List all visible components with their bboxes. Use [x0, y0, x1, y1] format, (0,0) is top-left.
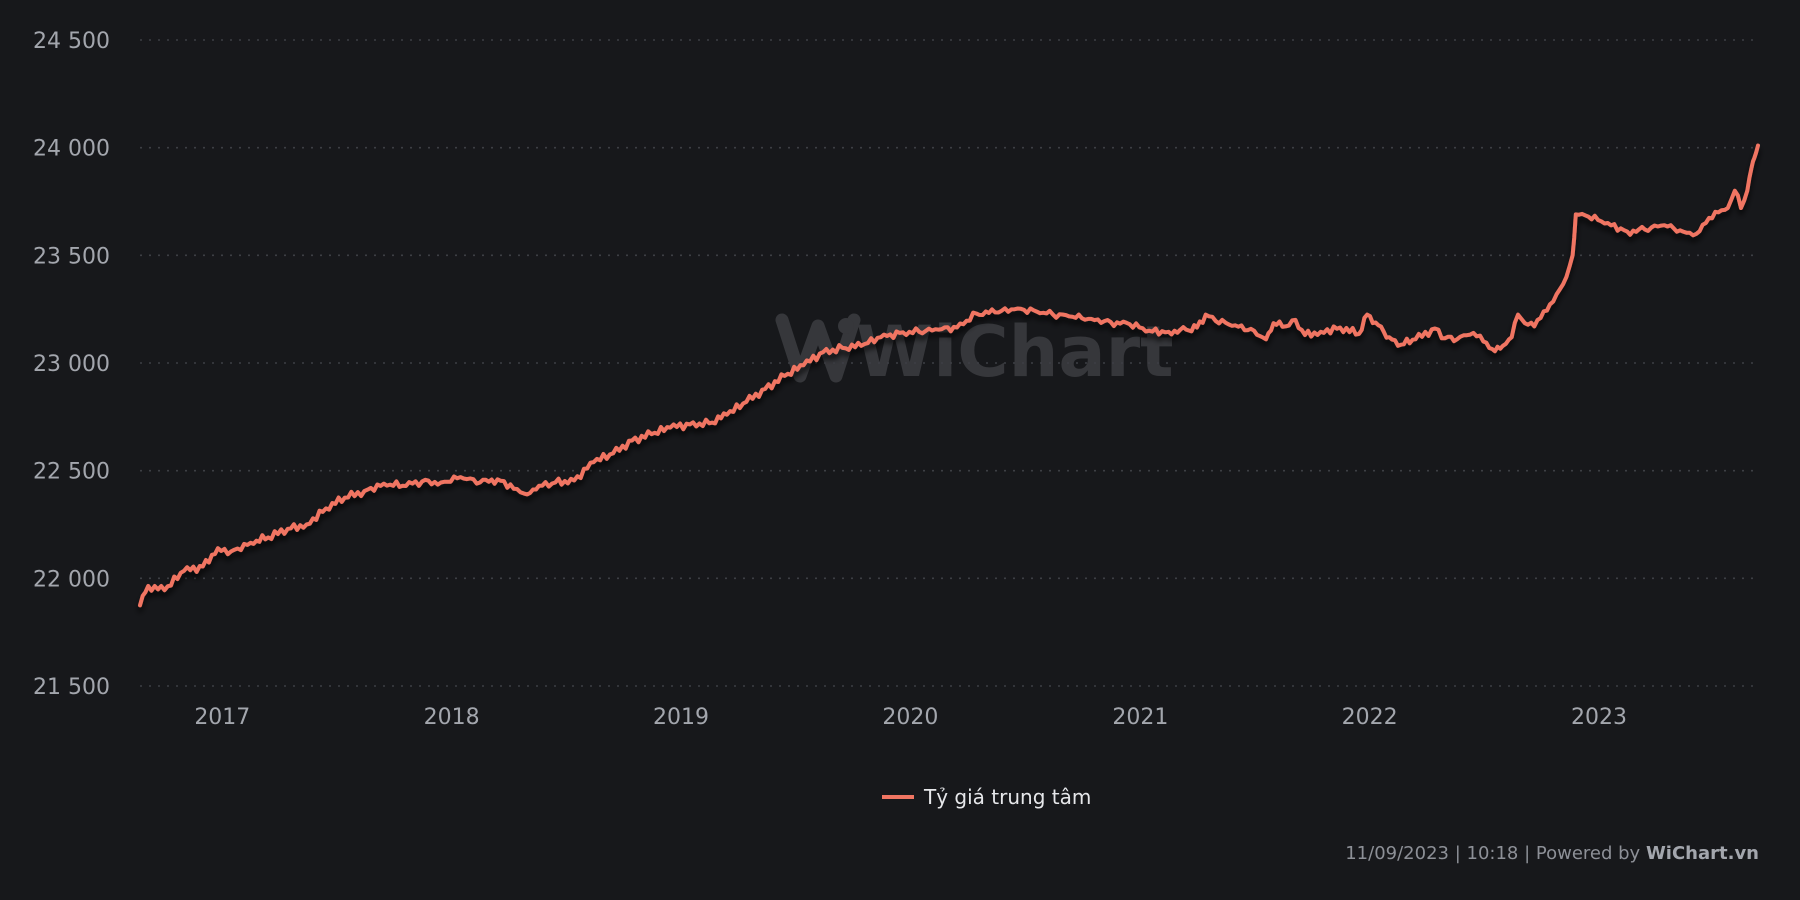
series-layer — [138, 143, 1760, 608]
y-axis-ticks: 24 500 24 000 23 500 23 000 22 500 22 000 21 5… — [33, 29, 110, 700]
x-tick-label: 2017 — [194, 705, 250, 730]
x-tick-label: 2023 — [1571, 705, 1627, 730]
x-axis-ticks: 2017 2018 2019 2020 2021 2022 2023 — [194, 705, 1627, 730]
footer-timestamp: 11/09/2023 | 10:18 | Powered by — [1345, 843, 1641, 864]
y-tick-label: 23 000 — [33, 352, 110, 377]
legend[interactable]: Tỷ giá trung tâm — [882, 785, 1091, 809]
chart-footer: 11/09/2023 | 10:18 | Powered by WiChart.… — [1345, 843, 1759, 864]
x-tick-label: 2019 — [653, 705, 709, 730]
y-tick-label: 22 500 — [33, 460, 110, 485]
series-line[interactable] — [138, 143, 1760, 608]
footer-brand[interactable]: WiChart.vn — [1645, 843, 1759, 864]
y-tick-label: 23 500 — [33, 244, 110, 269]
y-tick-label: 21 500 — [33, 675, 110, 700]
x-tick-label: 2022 — [1342, 705, 1398, 730]
y-tick-label: 22 000 — [33, 567, 110, 592]
legend-label[interactable]: Tỷ giá trung tâm — [923, 785, 1091, 809]
x-tick-label: 2021 — [1112, 705, 1168, 730]
x-tick-label: 2018 — [424, 705, 480, 730]
y-tick-label: 24 000 — [33, 137, 110, 162]
x-tick-label: 2020 — [882, 705, 938, 730]
y-tick-label: 24 500 — [33, 29, 110, 54]
